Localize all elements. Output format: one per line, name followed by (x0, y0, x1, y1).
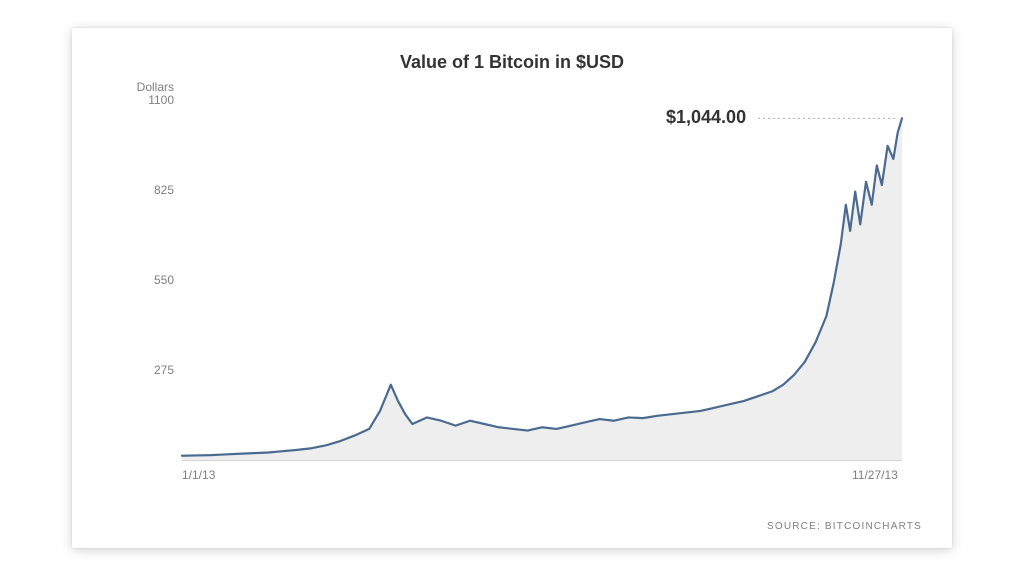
y-axis-tick: 1100 (126, 93, 174, 107)
x-axis-tick: 1/1/13 (182, 468, 215, 482)
chart-title: Value of 1 Bitcoin in $USD (72, 52, 952, 73)
x-axis-tick: 11/27/13 (852, 468, 898, 482)
callout-value: $1,044.00 (666, 107, 746, 128)
chart-card: Value of 1 Bitcoin in $USD 2755508251100… (72, 28, 952, 548)
chart-source: SOURCE: BITCOINCHARTS (767, 521, 922, 532)
y-axis-tick: 275 (126, 363, 174, 377)
chart-svg (182, 100, 902, 460)
chart-plot-area: 2755508251100Dollars1/1/1311/27/13$1,044… (182, 100, 902, 460)
y-axis-unit: Dollars (126, 80, 174, 94)
series-area (182, 118, 902, 460)
y-axis-tick: 825 (126, 183, 174, 197)
y-axis-tick: 550 (126, 273, 174, 287)
